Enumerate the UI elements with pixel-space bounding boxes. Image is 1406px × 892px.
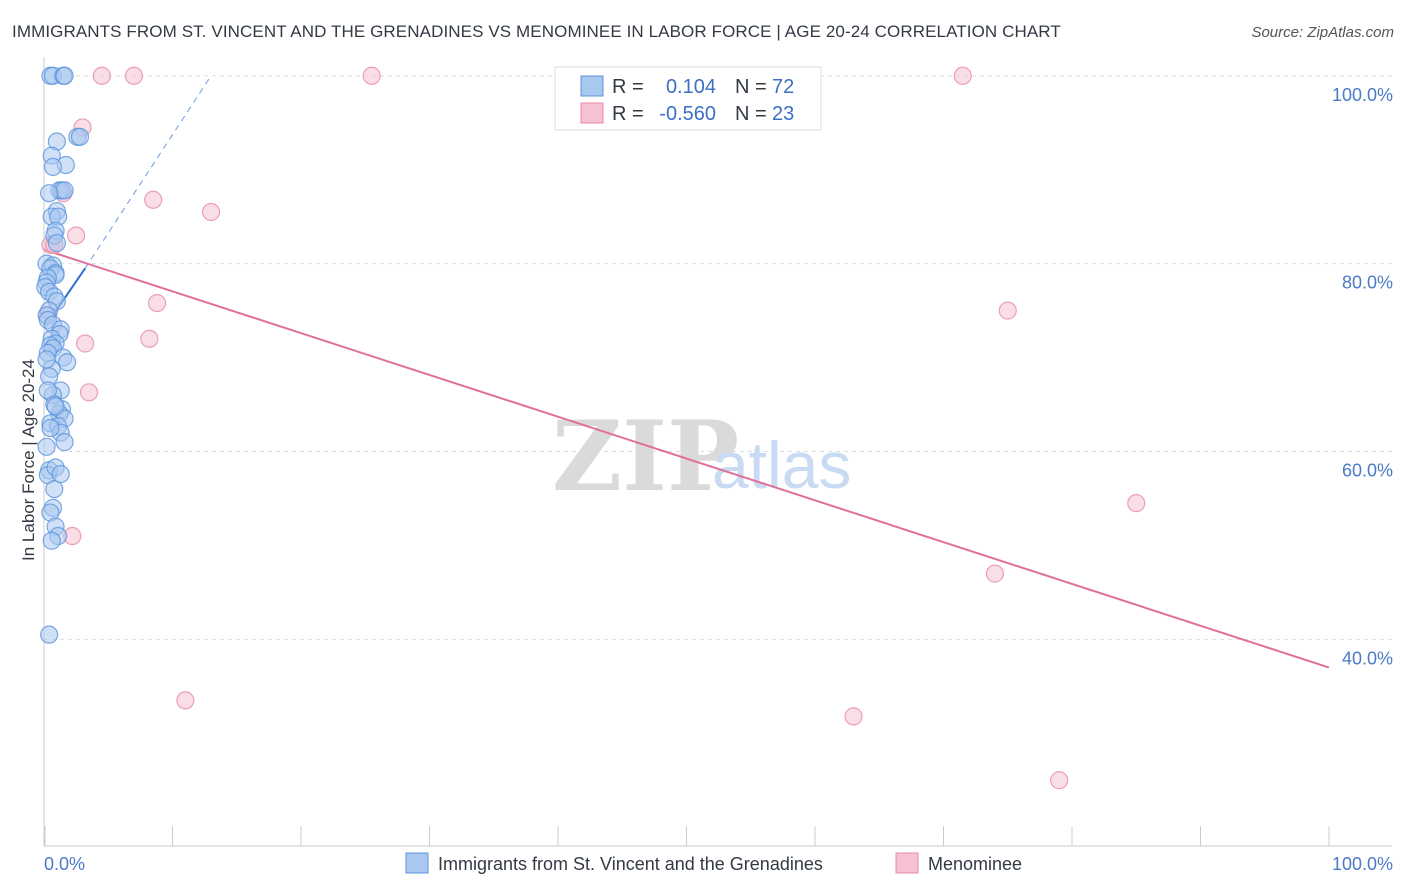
data-point-immigrants [42, 531, 61, 550]
legend-r-label-2: R = [612, 103, 644, 125]
y-axis-label: In Labor Force | Age 20-24 [19, 359, 38, 561]
data-point-immigrants [55, 66, 74, 85]
data-point-menominee [67, 226, 86, 245]
legend-r-value-2: -0.560 [659, 103, 716, 125]
data-point-menominee [176, 691, 195, 710]
grid-lines [44, 75, 1392, 640]
data-point-immigrants [46, 397, 65, 416]
legend-n-value-2: 23 [772, 103, 794, 125]
bottom-legend-swatch-blue [405, 852, 429, 874]
data-point-menominee [1050, 771, 1069, 790]
y-tick-label: 60.0% [1342, 461, 1393, 481]
bottom-legend-label-1: Immigrants from St. Vincent and the Gren… [438, 854, 823, 874]
data-point-menominee [147, 293, 167, 313]
data-point-immigrants [55, 433, 74, 452]
correlation-legend: R = 0.104 N = 72 R = -0.560 N = 23 [554, 66, 822, 131]
y-tick-label: 40.0% [1342, 648, 1393, 668]
trend-line-menominee [43, 248, 1330, 669]
data-point-immigrants [43, 157, 63, 176]
x-tick-label: 0.0% [44, 854, 85, 874]
bottom-legend-swatch-pink [895, 852, 919, 874]
data-point-menominee [76, 334, 95, 353]
data-point-immigrants [37, 350, 56, 369]
legend-swatch-blue [580, 75, 604, 97]
data-point-menominee [92, 66, 111, 85]
data-point-menominee [953, 66, 972, 85]
data-point-menominee [124, 66, 144, 85]
data-point-menominee [144, 190, 163, 209]
data-point-menominee [1127, 494, 1146, 513]
data-point-immigrants [47, 233, 66, 253]
data-point-immigrants [58, 353, 77, 372]
legend-swatch-pink [580, 102, 604, 124]
data-point-immigrants [45, 479, 64, 499]
data-point-menominee [201, 202, 221, 222]
data-point-immigrants [70, 127, 90, 146]
legend-n-value-1: 72 [772, 76, 794, 98]
watermark-zip: ZIP [552, 400, 739, 513]
data-point-immigrants [37, 437, 56, 456]
data-point-menominee [844, 707, 863, 726]
chart-title: IMMIGRANTS FROM ST. VINCENT AND THE GREN… [12, 22, 1061, 41]
data-point-menominee [985, 564, 1005, 583]
series-legend: Immigrants from St. Vincent and the Gren… [405, 852, 1022, 874]
x-tick-label: 100.0% [1332, 854, 1393, 874]
source-credit: Source: ZipAtlas.com [1251, 24, 1394, 41]
watermark-atlas: atlas [712, 428, 851, 502]
data-point-immigrants [41, 418, 60, 438]
legend-r-value-1: 0.104 [666, 76, 716, 98]
data-points [36, 66, 1146, 790]
trend-lines [43, 75, 1330, 669]
tick-labels: 40.0% 60.0% 80.0% 100.0% 0.0% 100.0% [44, 85, 1393, 874]
bottom-legend-label-2: Menominee [928, 854, 1022, 874]
legend-n-label-2: N = [735, 103, 767, 125]
trend-line-immigrants-extension [84, 75, 212, 269]
legend-n-label-1: N = [735, 76, 767, 98]
data-point-immigrants [40, 625, 59, 644]
data-point-menominee [362, 66, 381, 85]
data-point-immigrants [51, 464, 70, 484]
data-point-immigrants [40, 184, 59, 203]
legend-r-label-1: R = [612, 76, 644, 98]
y-tick-label: 80.0% [1342, 273, 1393, 293]
data-point-menominee [79, 383, 99, 402]
data-point-menominee [140, 329, 159, 348]
data-point-menominee [998, 301, 1017, 320]
y-tick-label: 100.0% [1332, 85, 1393, 105]
data-point-immigrants [55, 181, 74, 200]
